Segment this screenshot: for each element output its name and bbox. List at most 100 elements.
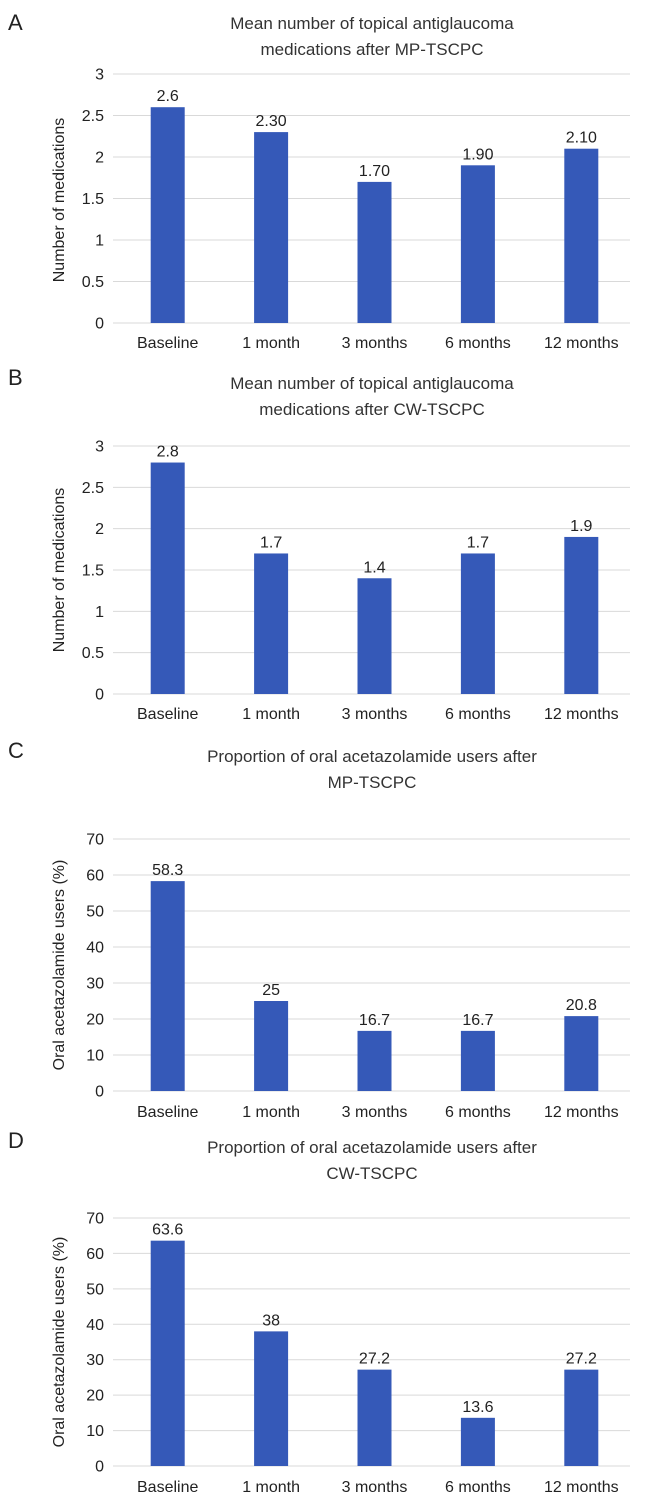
panel-letter: D [8, 1128, 24, 1153]
bar [460, 1030, 495, 1091]
chart-title: medications after CW-TSCPC [259, 400, 484, 419]
x-category-label: 12 months [544, 1104, 619, 1121]
y-tick-label: 0 [95, 1459, 104, 1476]
chart-panel-c: C Proportion of oral acetazolamide users … [8, 738, 630, 1121]
data-label: 16.7 [462, 1012, 493, 1029]
chart-title: Proportion of oral acetazolamide users a… [207, 747, 537, 766]
y-tick-label: 2 [95, 521, 104, 538]
x-category-label: 1 month [242, 1479, 300, 1496]
y-tick-label: 40 [86, 940, 104, 957]
y-tick-label: 0 [95, 687, 104, 704]
x-category-label: 12 months [544, 335, 619, 352]
x-category-label: 3 months [342, 1479, 408, 1496]
y-tick-label: 60 [86, 868, 104, 885]
x-category-label: Baseline [137, 1104, 198, 1121]
bar [254, 553, 289, 694]
data-label: 63.6 [152, 1222, 183, 1239]
bar [460, 1417, 495, 1466]
data-label: 2.6 [157, 88, 179, 105]
data-label: 58.3 [152, 862, 183, 879]
chart-panel-b: B Mean number of topical antiglaucoma medi… [8, 365, 630, 723]
data-label: 27.2 [566, 1351, 597, 1368]
bar [150, 1240, 185, 1466]
data-label: 20.8 [566, 997, 597, 1014]
y-tick-label: 70 [86, 1211, 104, 1228]
y-tick-label: 1.5 [82, 191, 104, 208]
x-category-label: 1 month [242, 706, 300, 723]
data-label: 2.10 [566, 130, 597, 147]
y-tick-label: 70 [86, 832, 104, 849]
data-label: 1.7 [467, 534, 489, 551]
bar [150, 881, 185, 1091]
bar [357, 1369, 392, 1466]
y-tick-label: 10 [86, 1423, 104, 1440]
x-category-label: 1 month [242, 1104, 300, 1121]
bar [564, 1016, 599, 1091]
data-label: 1.70 [359, 163, 390, 180]
chart-title: CW-TSCPC [326, 1164, 417, 1183]
data-label: 2.8 [157, 444, 179, 461]
x-category-label: 3 months [342, 706, 408, 723]
bar [564, 148, 599, 323]
y-tick-label: 40 [86, 1317, 104, 1334]
y-axis-label: Oral acetazolamide users (%) [51, 860, 68, 1071]
y-tick-label: 3 [95, 67, 104, 84]
data-label: 27.2 [359, 1351, 390, 1368]
data-label: 16.7 [359, 1012, 390, 1029]
x-category-label: 6 months [445, 1479, 511, 1496]
y-tick-label: 1 [95, 233, 104, 250]
x-category-label: 3 months [342, 335, 408, 352]
bar [564, 536, 599, 694]
panel-letter: B [8, 365, 23, 390]
bar [254, 132, 289, 323]
chart-title: medications after MP-TSCPC [261, 40, 484, 59]
x-category-label: Baseline [137, 706, 198, 723]
chart-panel-a: A Mean number of topical antiglaucoma medi… [8, 10, 630, 352]
y-tick-label: 50 [86, 904, 104, 921]
chart-title: Proportion of oral acetazolamide users a… [207, 1138, 537, 1157]
bar [460, 165, 495, 323]
bar [357, 578, 392, 694]
y-tick-label: 0.5 [82, 274, 104, 291]
bar [357, 1030, 392, 1091]
y-tick-label: 1.5 [82, 563, 104, 580]
y-tick-label: 1 [95, 604, 104, 621]
x-category-label: 1 month [242, 335, 300, 352]
y-tick-label: 30 [86, 1352, 104, 1369]
chart-title: Mean number of topical antiglaucoma [230, 374, 514, 393]
data-label: 1.9 [570, 518, 592, 535]
data-label: 1.90 [462, 146, 493, 163]
y-tick-label: 20 [86, 1012, 104, 1029]
data-label: 1.4 [363, 559, 385, 576]
x-category-label: 12 months [544, 1479, 619, 1496]
bar [150, 462, 185, 694]
data-label: 38 [262, 1312, 280, 1329]
x-category-label: 6 months [445, 1104, 511, 1121]
x-category-label: 6 months [445, 335, 511, 352]
chart-title: Mean number of topical antiglaucoma [230, 14, 514, 33]
x-category-label: 3 months [342, 1104, 408, 1121]
x-category-label: Baseline [137, 1479, 198, 1496]
x-category-label: 6 months [445, 706, 511, 723]
x-category-label: Baseline [137, 335, 198, 352]
y-tick-label: 10 [86, 1048, 104, 1065]
panel-letter: C [8, 738, 24, 763]
y-tick-label: 2 [95, 150, 104, 167]
chart-title: MP-TSCPC [328, 773, 417, 792]
data-label: 1.7 [260, 534, 282, 551]
data-label: 2.30 [256, 113, 287, 130]
y-tick-label: 60 [86, 1246, 104, 1263]
y-axis-label: Oral acetazolamide users (%) [51, 1237, 68, 1448]
bar [460, 553, 495, 694]
data-label: 25 [262, 982, 280, 999]
y-tick-label: 2.5 [82, 108, 104, 125]
y-tick-label: 50 [86, 1281, 104, 1298]
y-tick-label: 20 [86, 1388, 104, 1405]
x-category-label: 12 months [544, 706, 619, 723]
bar [564, 1369, 599, 1466]
y-tick-label: 30 [86, 976, 104, 993]
y-axis-label: Number of medications [51, 118, 68, 283]
data-label: 13.6 [462, 1399, 493, 1416]
bar [254, 1001, 289, 1091]
